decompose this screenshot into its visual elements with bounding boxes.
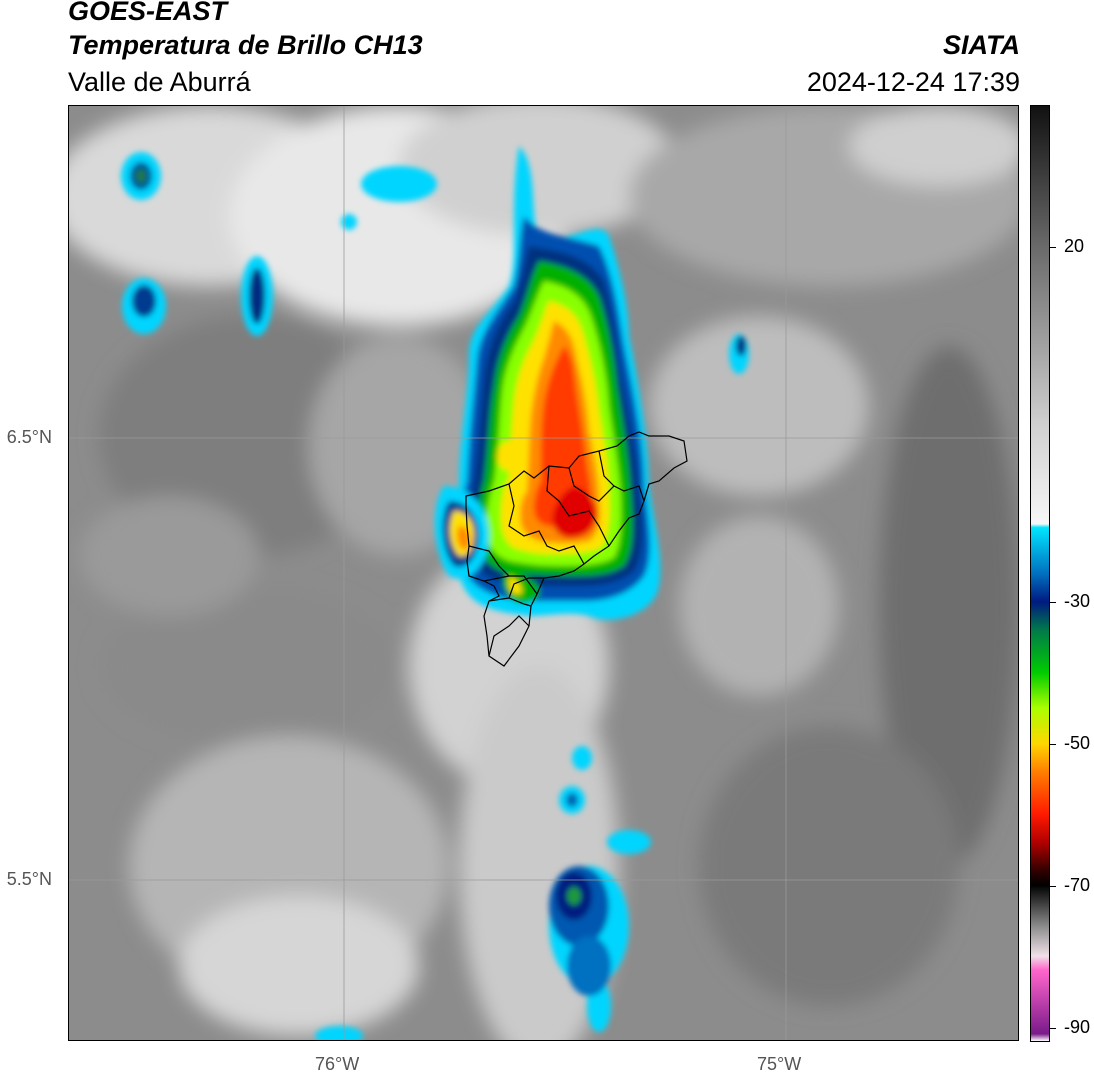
lat-tick-5-5: 5.5°N [6, 869, 52, 889]
colorbar-tick-mark [1050, 601, 1056, 603]
colorbar-tick-mark [1050, 743, 1056, 745]
colorbar-tick-label: -30 [1064, 590, 1091, 611]
colorbar [1030, 105, 1050, 1042]
organization-label: SIATA [943, 30, 1020, 60]
satellite-title: GOES-EAST [68, 0, 228, 26]
satellite-map [68, 105, 1019, 1041]
region-subtitle: Valle de Aburrá [68, 67, 251, 97]
colorbar-tick-label: -50 [1064, 732, 1091, 753]
lon-tick-75w: 75°W [757, 1054, 802, 1074]
colorbar-tick-mark [1050, 246, 1056, 248]
lat-tick-6-5: 6.5°N [6, 427, 52, 447]
product-title: Temperatura de Brillo CH13 [68, 30, 423, 60]
colorbar-tick-mark [1050, 885, 1056, 887]
datetime-label: 2024-12-24 17:39 [806, 67, 1020, 97]
convective-storm [434, 146, 661, 620]
lon-tick-76w: 76°W [315, 1054, 360, 1074]
colorbar-tick-mark [1050, 1027, 1056, 1029]
colorbar-tick-label: 20 [1064, 235, 1085, 256]
cold-cloud-cells [121, 152, 749, 1040]
colorbar-tick-label: -70 [1064, 874, 1091, 895]
municipal-boundaries [465, 431, 688, 667]
graticule [69, 106, 1018, 1040]
brightness-temperature-image [69, 106, 1018, 1040]
colorbar-tick-label: -90 [1064, 1016, 1091, 1037]
